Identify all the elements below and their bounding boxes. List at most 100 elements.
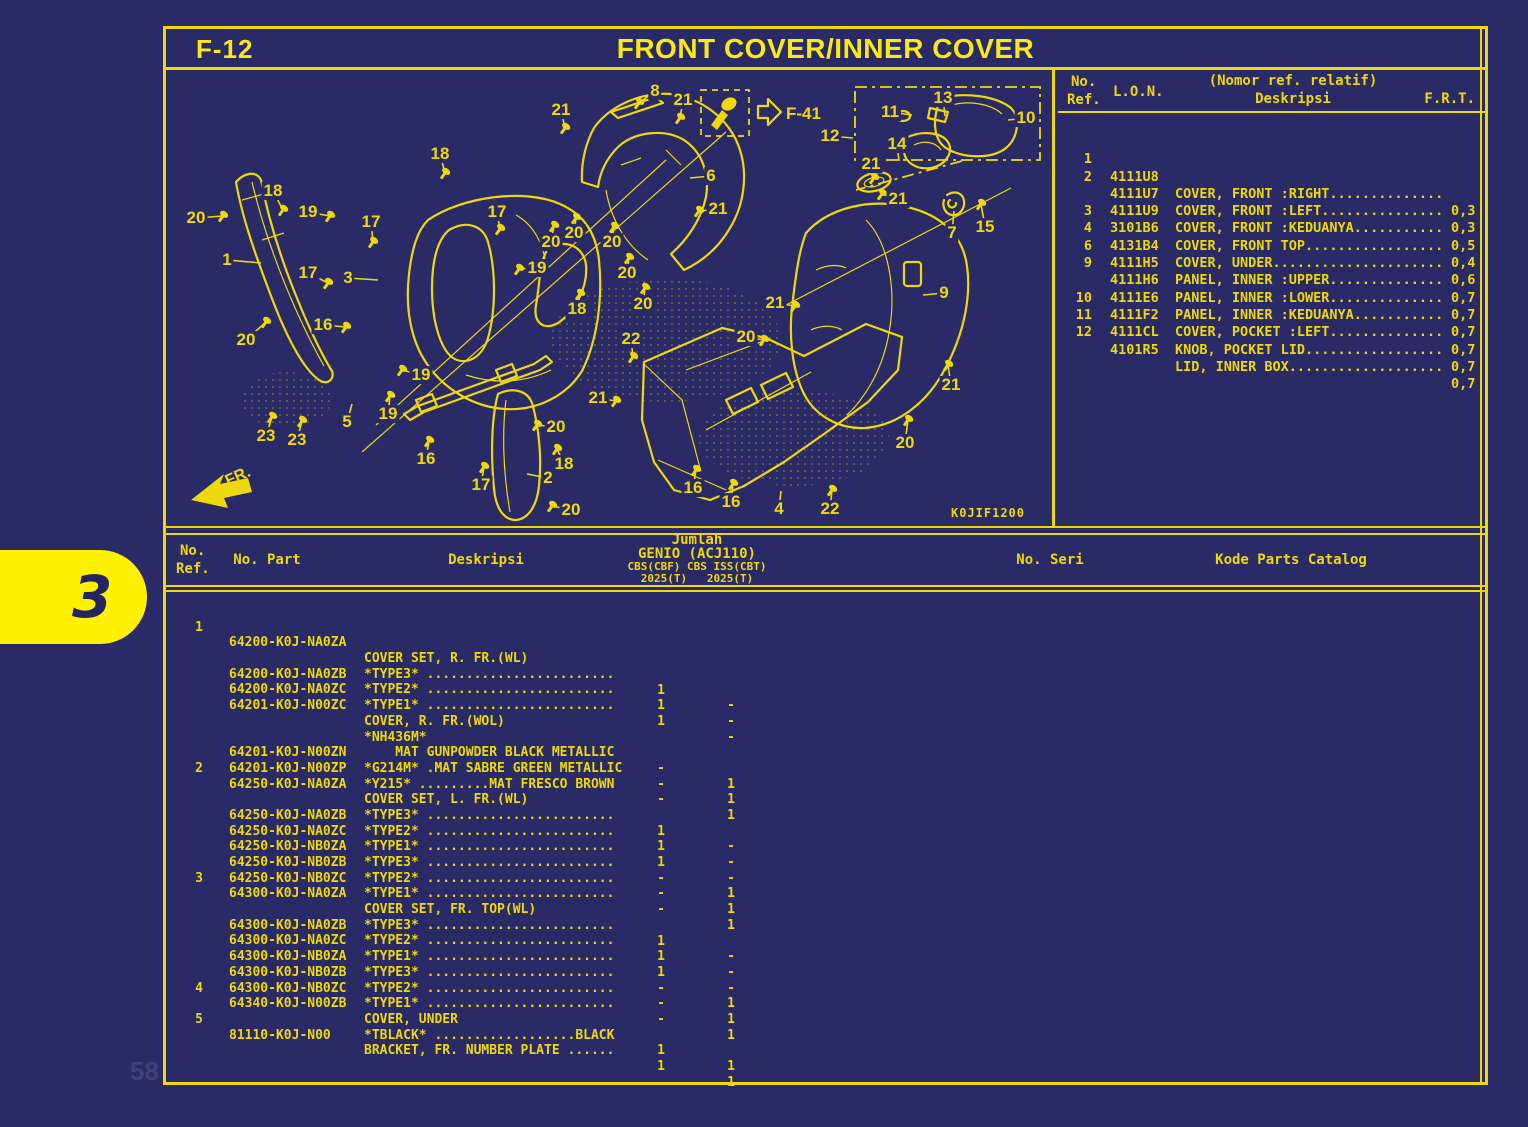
callout-20: 20 <box>559 500 583 520</box>
parts-cell-qty-cbs: 1 <box>657 1059 665 1074</box>
parts-cell-qty-cbs: 1 <box>657 855 665 871</box>
parts-cell-qty-cbs: - <box>657 886 665 902</box>
frt-cell-desc: COVER, POCKET :LEFT.............. <box>1175 324 1444 341</box>
callout-11: 11 <box>879 102 901 122</box>
frt-cell-lon: 3101B6 <box>1110 220 1159 237</box>
screw-icon <box>624 252 635 265</box>
parts-table-row: 64300-K0J-NB0ZC *TYPE1* ................… <box>166 949 1485 1043</box>
callout-layer: 20 18 19 17 1 17 3 16 20 19 19 23 23 5 16 17 2 18 20 20 18 17… <box>166 70 1055 526</box>
frt-table-row: 4111U9 COVER, FRONT :KEDUANYA...........… <box>1058 169 1485 254</box>
callout-5: 5 <box>340 412 354 432</box>
screw-icon <box>297 415 308 428</box>
parts-header-part: No. Part <box>233 552 301 568</box>
parts-cell-desc: *TYPE3* ........................ <box>364 964 615 980</box>
frt-cell-frt: 0,3 <box>1451 220 1476 237</box>
frt-cell-desc: PANEL, INNER :LOWER.............. <box>1175 289 1444 306</box>
callout-20: 20 <box>615 263 639 283</box>
frt-cell-frt: 0,7 <box>1451 376 1476 393</box>
screw-icon <box>514 263 525 276</box>
frt-cell-desc: PANEL, INNER :UPPER.............. <box>1175 272 1444 289</box>
callout-9: 9 <box>937 283 951 303</box>
parts-cell-qty-cbs-iss: 1 <box>727 792 735 808</box>
assembly-axis-line <box>785 187 1012 306</box>
parts-cell-qty-cbs: 1 <box>657 823 665 839</box>
parts-cell-qty-cbs-iss: 1 <box>727 996 735 1012</box>
frt-cell-ref: 9 <box>1083 255 1092 272</box>
part-inner-panel-upper <box>580 92 746 272</box>
parts-cell-qty-cbs-iss: 1 <box>727 902 735 918</box>
screw-icon <box>261 316 272 329</box>
frt-cell-lon: 4111U9 <box>1110 203 1159 220</box>
callout-4: 4 <box>772 499 786 519</box>
screw-icon <box>827 484 838 497</box>
callout-20: 20 <box>893 433 917 453</box>
callout-17: 17 <box>359 212 383 232</box>
screw-icon <box>611 395 622 408</box>
screw-icon <box>628 351 639 364</box>
parts-cell-qty-cbs: - <box>657 980 665 996</box>
frt-cell-lon: 4111E6 <box>1110 289 1159 306</box>
parts-cell-desc: COVER, R. FR.(WOL) <box>364 713 505 729</box>
parts-cell-qty-cbs-iss: 1 <box>727 1059 735 1075</box>
parts-cell-ref: 5 <box>195 1011 203 1027</box>
stipple-shading <box>699 390 889 486</box>
parts-cell-qty-cbs-iss: - <box>727 949 735 965</box>
callout-21: 21 <box>549 100 573 120</box>
parts-cell-qty-cbs: - <box>657 776 665 792</box>
section-tab-number: 3 <box>72 563 113 631</box>
parts-table-header: No. Ref. No. Part Deskripsi Jumlah GENIO… <box>166 532 1485 585</box>
parts-cell-part: 64250-K0J-NB0ZA <box>229 839 347 855</box>
parts-cell-qty-cbs-iss: - <box>727 698 735 714</box>
parts-cell-qty-cbs-iss: 1 <box>727 808 735 824</box>
callout-20: 20 <box>631 294 655 314</box>
callout-18: 18 <box>261 181 285 201</box>
parts-cell-desc: *TYPE1* ........................ <box>364 886 615 902</box>
callout-20: 20 <box>734 327 758 347</box>
callout-17: 17 <box>469 475 493 495</box>
callout-17: 17 <box>296 263 320 283</box>
parts-cell-qty-cbs: 1 <box>657 839 665 855</box>
parts-cell-qty-cbs-iss: 1 <box>727 1074 735 1090</box>
parts-table-row: *TYPE3* ........................ 1 - <box>166 871 1485 964</box>
parts-cell-qty-cbs: - <box>657 996 665 1012</box>
frt-table-row: 1 4111U8 COVER, FRONT :RIGHT............… <box>1058 134 1485 219</box>
parts-cell-qty-cbs: - <box>657 792 665 808</box>
parts-cell-ref: 3 <box>195 870 203 886</box>
callout-1: 1 <box>220 250 234 270</box>
parts-cell-qty-cbs: 1 <box>657 713 665 729</box>
frt-cell-frt: 0,7 <box>1451 358 1476 375</box>
parts-cell-qty-cbs-iss: - <box>727 713 735 729</box>
part-pocket-lid-group <box>856 94 1019 193</box>
frt-cell-frt: 0,4 <box>1451 255 1476 272</box>
parts-table-row: 64250-K0J-NB0ZB *TYPE2* ................… <box>166 824 1485 917</box>
parts-table-row: 64250-K0J-NB0ZA *TYPE3* ................… <box>166 808 1485 901</box>
callout-13: 13 <box>931 88 955 108</box>
parts-cell-desc: *TYPE3* ........................ <box>364 807 615 823</box>
callout-20: 20 <box>562 223 586 243</box>
frame-inner-border <box>1480 29 1482 1082</box>
parts-header-cbs: CBS(CBF) CBS ISS(CBT) <box>627 560 767 573</box>
frt-cell-desc: LID, INNER BOX................... <box>1175 358 1444 375</box>
frt-cell-desc: COVER, FRONT :KEDUANYA........... <box>1175 220 1444 237</box>
callout-21: 21 <box>886 189 910 209</box>
parts-cell-desc: *TYPE2* ........................ <box>364 870 615 886</box>
frt-cell-lon: 4101R5 <box>1110 341 1159 358</box>
parts-cell-ref: 1 <box>195 619 203 635</box>
parts-cell-qty-cbs-iss: 1 <box>727 1027 735 1043</box>
frt-header-lon: L.O.N. <box>1113 84 1164 100</box>
parts-cell-part: 64250-K0J-NA0ZA <box>229 776 347 792</box>
parts-cell-qty-cbs: 1 <box>657 1043 665 1059</box>
frt-cell-ref: 2 <box>1083 168 1092 185</box>
upper-section: F-41 <box>166 70 1485 528</box>
parts-table-row: 64200-K0J-NA0ZC *TYPE1* ................… <box>166 651 1485 744</box>
parts-cell-desc: *TYPE1* ........................ <box>364 949 615 965</box>
screw-icon <box>323 277 334 290</box>
parts-cell-desc: *TYPE3* ........................ <box>364 917 615 933</box>
screw-icon <box>325 210 336 223</box>
parts-table-row: 64300-K0J-NB0ZA *TYPE3* ................… <box>166 918 1485 1011</box>
screw-icon <box>440 167 451 180</box>
parts-cell-desc: MAT GUNPOWDER BLACK METALLIC <box>364 745 615 761</box>
screw-icon <box>368 236 379 249</box>
divider-line <box>166 585 1485 587</box>
frt-cell-frt: 0,6 <box>1451 272 1476 289</box>
